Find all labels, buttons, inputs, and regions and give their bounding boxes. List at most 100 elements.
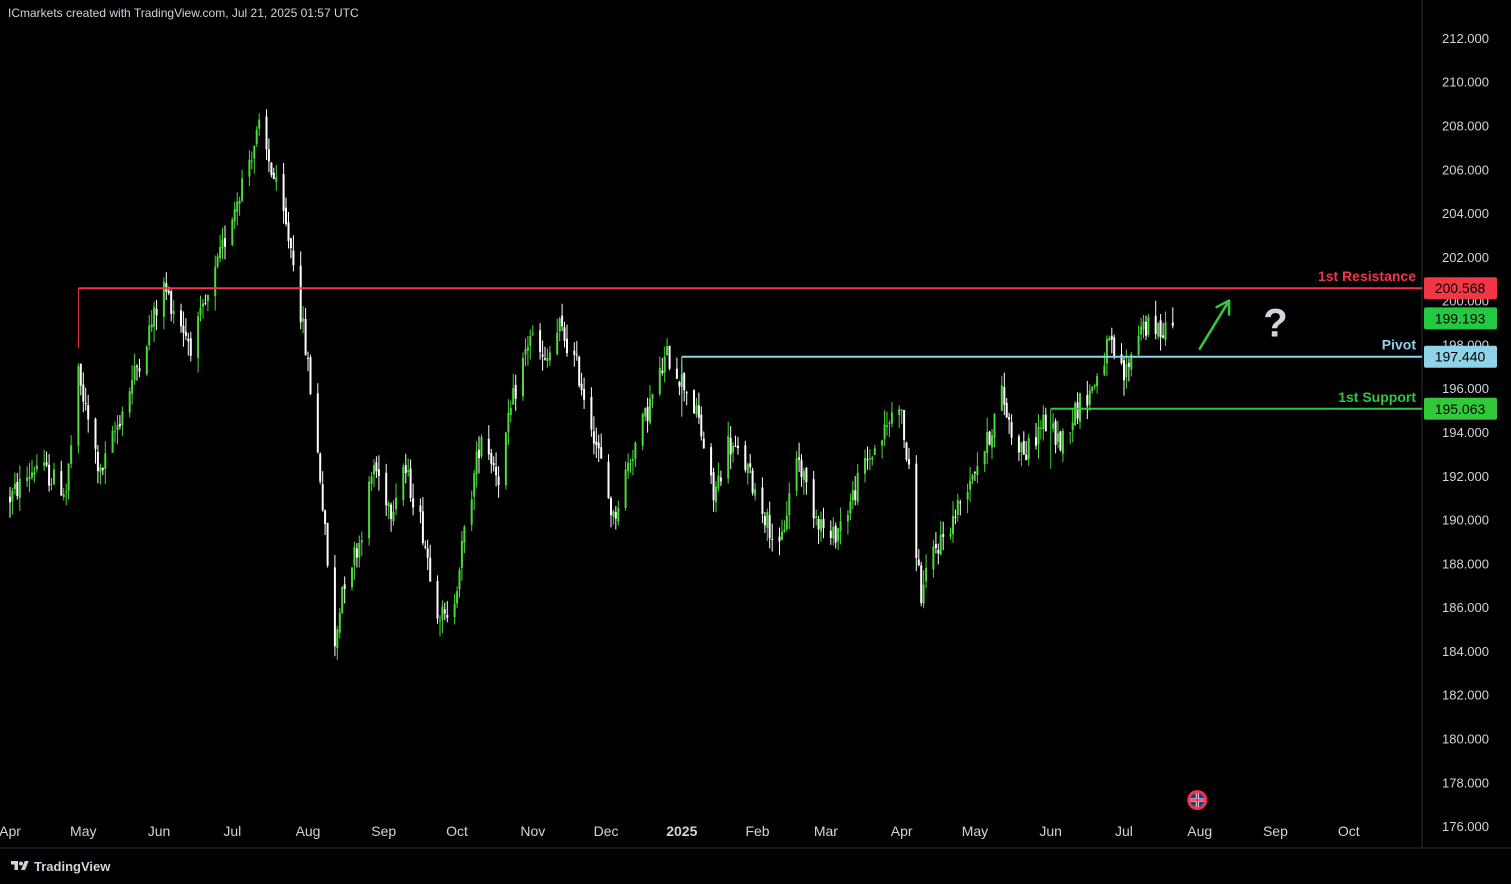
price-tick-label: 208.000 (1442, 119, 1489, 134)
candle-body (873, 448, 876, 455)
candles (9, 109, 1174, 660)
candle-body (812, 479, 815, 519)
candle-body (82, 384, 85, 402)
candle-body (761, 487, 764, 514)
candle-body (128, 391, 131, 413)
pivot-price-tag-bg (1424, 345, 1497, 368)
candle-body (573, 350, 576, 355)
candle-body (338, 612, 341, 633)
candle-body (871, 457, 874, 460)
price-tick-label: 196.000 (1442, 381, 1489, 396)
candle-body (441, 606, 444, 620)
candle-body (104, 453, 107, 469)
candle-body (1052, 423, 1055, 429)
candle-body (729, 438, 732, 455)
candle-body (304, 319, 307, 355)
time-axis[interactable]: Apr May Jun Jul Aug Sep Oct Nov Dec 2025 Feb Mar Apr… (0, 823, 1360, 839)
candle-body (575, 354, 578, 356)
candle-body (150, 324, 153, 328)
candle-body (94, 418, 97, 450)
candle-body (507, 412, 510, 433)
candle-body (272, 172, 275, 180)
price-axis[interactable]: 212.000 210.000 208.000 206.000 204.000 202.0… (1442, 31, 1489, 834)
candle-body (1091, 386, 1094, 392)
candle-body (668, 345, 671, 369)
candle-body (1059, 431, 1062, 451)
candle-body (421, 511, 424, 544)
candle-body (903, 410, 906, 440)
candle-body (353, 547, 356, 565)
candle-body (849, 501, 852, 514)
candle-body (84, 403, 87, 404)
candle-body (167, 290, 170, 294)
candle-body (180, 310, 182, 327)
candle-body (133, 366, 136, 380)
1st-resistance-price-tag: 200.568 (1424, 277, 1497, 300)
candle-body (285, 207, 287, 225)
candle-body (214, 266, 217, 297)
time-tick-label: May (962, 823, 988, 839)
candle-body (1079, 393, 1081, 422)
candle-body (661, 370, 664, 373)
candle-body (920, 565, 923, 603)
candle-body (614, 512, 617, 519)
price-tick-label: 178.000 (1442, 775, 1489, 790)
candle-body (43, 462, 46, 466)
candle-body (419, 505, 422, 512)
candle-body (96, 452, 99, 472)
candle-body (204, 303, 207, 304)
candle-body (236, 201, 239, 212)
tradingview-logo[interactable]: TradingView (10, 857, 110, 875)
candle-body (1137, 335, 1140, 355)
candle-body (241, 178, 244, 201)
candle-body (426, 548, 429, 558)
candle-body (700, 414, 703, 437)
candle-body (377, 469, 380, 476)
candle-body (529, 336, 532, 346)
candle-body (321, 484, 324, 511)
candle-body (1086, 395, 1089, 406)
candle-body (153, 307, 156, 327)
candle-body (101, 467, 104, 471)
candle-body (966, 492, 969, 500)
candle-body (343, 584, 346, 590)
candle-body (558, 318, 561, 332)
candle-body (1057, 433, 1059, 443)
candle-body (524, 349, 527, 355)
candle-body (646, 406, 649, 421)
candle-body (751, 470, 754, 493)
candle-body (991, 435, 993, 448)
candle-body (988, 431, 991, 445)
candle-body (539, 330, 542, 353)
candle-body (487, 438, 490, 455)
candle-body (915, 463, 918, 559)
candle-body (1171, 322, 1174, 326)
candle-body (1120, 354, 1123, 364)
candle-body (805, 468, 808, 483)
candle-body (53, 469, 55, 485)
candle-body (817, 519, 820, 530)
candle-body (1069, 432, 1072, 434)
candle-body (392, 511, 395, 522)
candle-body (959, 502, 962, 504)
candle-body (62, 494, 65, 497)
uk-flag-icon (1187, 790, 1208, 810)
candle-body (309, 357, 312, 394)
candle-body (443, 609, 446, 614)
last-price-tag: 199.193 (1424, 307, 1497, 330)
candle-body (612, 511, 615, 517)
price-tick-label: 192.000 (1442, 469, 1489, 484)
candle-body (641, 413, 644, 446)
candle-body (324, 510, 327, 525)
candle-body (172, 310, 175, 315)
candle-body (470, 499, 473, 525)
1st-support-price-tag-bg (1424, 397, 1497, 420)
candle-body (302, 318, 305, 322)
candle-body (509, 407, 512, 416)
candle-body (822, 518, 825, 528)
candle-body (590, 397, 593, 430)
annotations: ? (1187, 299, 1288, 810)
candle-body (737, 445, 739, 449)
candle-body (631, 459, 634, 461)
